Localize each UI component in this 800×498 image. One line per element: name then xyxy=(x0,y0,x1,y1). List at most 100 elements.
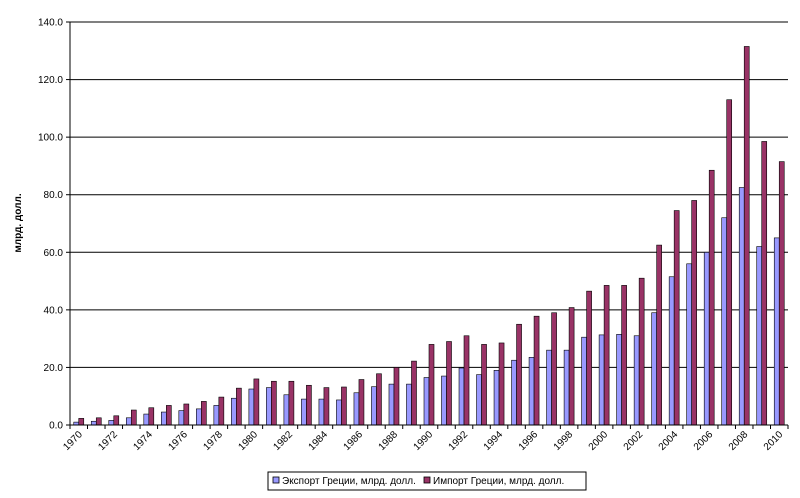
bar-export-1980 xyxy=(248,388,255,426)
x-tick-label: 1984 xyxy=(307,429,331,453)
x-tick-label: 1988 xyxy=(377,429,401,453)
x-tick-label: 1994 xyxy=(482,429,506,453)
bar-export-1981 xyxy=(266,387,272,426)
bar-import-1987 xyxy=(376,373,382,426)
bar-export-2003 xyxy=(651,312,657,426)
y-tick-label: 120.0 xyxy=(38,75,63,86)
bar-export-1974 xyxy=(143,413,150,426)
bar-export-1988 xyxy=(388,383,395,426)
bar-export-1975 xyxy=(161,411,167,426)
x-tick-label: 1970 xyxy=(61,429,85,453)
bar-export-1998 xyxy=(563,349,570,426)
bar-import-1998 xyxy=(568,307,575,426)
bar-import-2008 xyxy=(743,46,750,426)
bar-import-1996 xyxy=(533,315,540,426)
bar-import-1978 xyxy=(218,396,225,426)
bar-import-1989 xyxy=(411,360,417,426)
bar-export-2006 xyxy=(703,251,710,426)
bar-import-1970 xyxy=(78,418,85,426)
x-tick-label: 1986 xyxy=(342,429,366,453)
x-tick-label: 1990 xyxy=(412,429,436,453)
bar-import-2006 xyxy=(708,169,715,426)
bar-import-1985 xyxy=(341,386,347,426)
bar-import-1991 xyxy=(446,341,452,426)
bar-import-2000 xyxy=(603,285,610,426)
bar-import-2009 xyxy=(761,141,768,426)
bar-export-2010 xyxy=(773,237,780,426)
bar-import-1972 xyxy=(113,415,120,426)
bar-import-1971 xyxy=(95,417,102,426)
bar-import-1988 xyxy=(393,367,400,426)
bar-import-2010 xyxy=(778,161,785,426)
bar-import-1986 xyxy=(358,379,365,426)
x-tick-label: 1974 xyxy=(131,429,155,453)
legend-swatch-import xyxy=(423,476,431,484)
bar-export-1999 xyxy=(581,336,587,426)
x-tick-label: 2002 xyxy=(622,429,646,453)
bar-import-1984 xyxy=(323,387,330,426)
x-tick-label: 1976 xyxy=(166,429,190,453)
x-tick-label: 1996 xyxy=(517,429,541,453)
bar-import-1999 xyxy=(586,290,592,426)
bar-export-1973 xyxy=(125,417,132,426)
bar-import-1992 xyxy=(463,335,470,426)
bar-import-1982 xyxy=(288,380,295,426)
bar-import-1977 xyxy=(201,401,207,426)
legend-swatch-export xyxy=(272,476,280,484)
x-tick-label: 1978 xyxy=(201,429,225,453)
bar-import-1993 xyxy=(481,344,487,426)
y-axis-label: млрд. долл. xyxy=(13,193,24,252)
bar-export-2009 xyxy=(756,246,763,426)
bar-export-1977 xyxy=(196,408,202,426)
bar-export-1996 xyxy=(528,357,535,426)
bar-import-1997 xyxy=(551,312,557,426)
y-tick-label: 140.0 xyxy=(38,18,63,29)
bar-import-1995 xyxy=(516,323,522,426)
bar-import-2007 xyxy=(726,99,733,426)
x-tick-label: 2008 xyxy=(727,429,751,453)
bar-import-1983 xyxy=(306,384,312,426)
bar-import-1975 xyxy=(166,405,172,426)
bar-export-1982 xyxy=(283,394,290,426)
y-tick-label: 40.0 xyxy=(44,305,64,316)
x-axis-ticks: 1970 1972 1974 1976 1978 1980 1982 1984 1986 1988… xyxy=(61,425,789,453)
bar-export-2004 xyxy=(668,276,675,426)
y-tick-label: 0.0 xyxy=(49,421,63,432)
legend-label-export: Экспорт Греции, млрд. долл. xyxy=(282,476,416,487)
bar-export-1983 xyxy=(301,398,307,426)
bar-export-2000 xyxy=(598,334,605,426)
bar-import-1976 xyxy=(183,403,190,426)
bar-export-1979 xyxy=(231,397,237,426)
bar-import-1974 xyxy=(148,407,155,426)
x-tick-label: 2000 xyxy=(587,429,611,453)
bar-export-1989 xyxy=(406,383,412,426)
y-tick-label: 20.0 xyxy=(44,363,64,374)
bar-export-1994 xyxy=(493,370,500,426)
bar-export-1987 xyxy=(371,386,377,426)
y-tick-label: 60.0 xyxy=(44,248,64,259)
bar-export-1976 xyxy=(178,410,185,426)
x-tick-label: 1980 xyxy=(236,429,260,453)
bar-export-1984 xyxy=(318,398,325,426)
x-tick-label: 1982 xyxy=(272,429,296,453)
bar-import-2004 xyxy=(673,210,680,426)
axes xyxy=(69,22,788,426)
bar-import-2003 xyxy=(656,244,662,426)
bar-export-1993 xyxy=(476,374,482,426)
gridlines xyxy=(70,21,788,368)
x-tick-label: 1972 xyxy=(96,429,120,453)
y-tick-label: 80.0 xyxy=(44,190,64,201)
bar-export-2002 xyxy=(633,335,640,426)
bar-export-1985 xyxy=(336,399,342,426)
bar-import-1994 xyxy=(498,342,505,426)
bar-export-1995 xyxy=(511,359,517,426)
x-tick-label: 2006 xyxy=(692,429,716,453)
x-tick-label: 1992 xyxy=(447,429,471,453)
bar-import-1981 xyxy=(271,380,277,426)
bar-import-1980 xyxy=(253,378,260,426)
bar-import-1990 xyxy=(428,344,435,426)
x-tick-label: 2010 xyxy=(762,429,786,453)
bar-import-2005 xyxy=(691,200,697,426)
bar-export-1971 xyxy=(90,420,97,426)
